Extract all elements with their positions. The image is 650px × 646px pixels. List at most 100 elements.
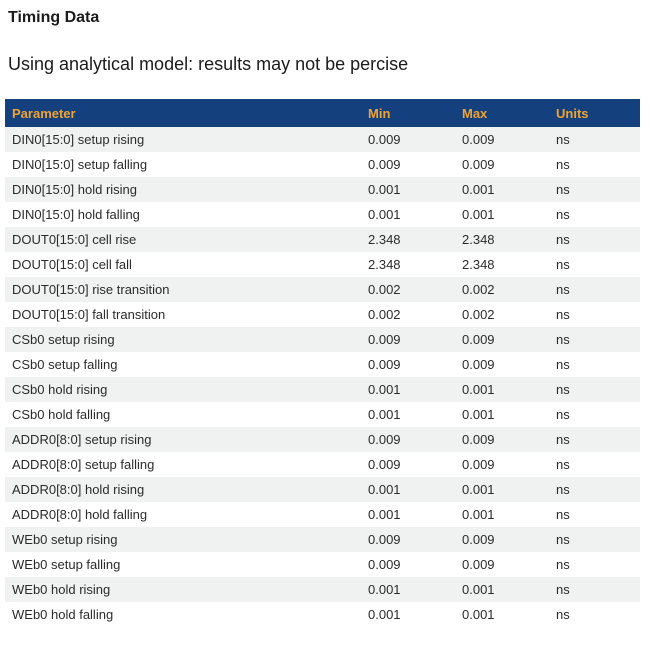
table-row: DOUT0[15:0] rise transition 0.002 0.002 … bbox=[5, 277, 640, 302]
cell-max: 0.001 bbox=[462, 607, 495, 622]
column-header-min: Min bbox=[363, 99, 457, 127]
cell-parameter: WEb0 setup falling bbox=[12, 557, 121, 572]
table-row: ADDR0[8:0] setup falling 0.009 0.009 ns bbox=[5, 452, 640, 477]
cell-units: ns bbox=[556, 182, 570, 197]
cell-min: 0.009 bbox=[368, 132, 401, 147]
cell-units: ns bbox=[556, 407, 570, 422]
cell-parameter: CSb0 setup rising bbox=[12, 332, 115, 347]
table-row: DIN0[15:0] hold falling 0.001 0.001 ns bbox=[5, 202, 640, 227]
cell-parameter: WEb0 hold falling bbox=[12, 607, 114, 622]
table-row: WEb0 setup rising 0.009 0.009 ns bbox=[5, 527, 640, 552]
cell-min: 0.002 bbox=[368, 282, 401, 297]
cell-parameter: DOUT0[15:0] cell rise bbox=[12, 232, 137, 247]
table-row: DOUT0[15:0] fall transition 0.002 0.002 … bbox=[5, 302, 640, 327]
cell-units: ns bbox=[556, 607, 570, 622]
cell-min: 0.001 bbox=[368, 507, 401, 522]
cell-parameter: WEb0 hold rising bbox=[12, 582, 111, 597]
cell-units: ns bbox=[556, 532, 570, 547]
cell-max: 0.002 bbox=[462, 282, 495, 297]
cell-parameter: DIN0[15:0] setup rising bbox=[12, 132, 145, 147]
cell-min: 0.009 bbox=[368, 557, 401, 572]
cell-parameter: DOUT0[15:0] fall transition bbox=[12, 307, 166, 322]
cell-min: 0.009 bbox=[368, 457, 401, 472]
cell-units: ns bbox=[556, 382, 570, 397]
cell-max: 0.001 bbox=[462, 182, 495, 197]
cell-units: ns bbox=[556, 207, 570, 222]
table-row: DIN0[15:0] hold rising 0.001 0.001 ns bbox=[5, 177, 640, 202]
cell-min: 0.001 bbox=[368, 182, 401, 197]
cell-parameter: ADDR0[8:0] hold rising bbox=[12, 482, 145, 497]
page-subtitle: Using analytical model: results may not … bbox=[8, 54, 409, 74]
cell-max: 0.009 bbox=[462, 157, 495, 172]
cell-max: 2.348 bbox=[462, 257, 495, 272]
cell-max: 0.001 bbox=[462, 207, 495, 222]
cell-parameter: DIN0[15:0] hold falling bbox=[12, 207, 140, 222]
table-row: ADDR0[8:0] setup rising 0.009 0.009 ns bbox=[5, 427, 640, 452]
table-row: ADDR0[8:0] hold falling 0.001 0.001 ns bbox=[5, 502, 640, 527]
cell-max: 0.001 bbox=[462, 507, 495, 522]
table-row: CSb0 setup falling 0.009 0.009 ns bbox=[5, 352, 640, 377]
cell-min: 0.001 bbox=[368, 582, 401, 597]
cell-min: 0.009 bbox=[368, 532, 401, 547]
cell-units: ns bbox=[556, 507, 570, 522]
cell-units: ns bbox=[556, 282, 570, 297]
cell-parameter: CSb0 hold rising bbox=[12, 382, 108, 397]
cell-units: ns bbox=[556, 257, 570, 272]
cell-max: 2.348 bbox=[462, 232, 495, 247]
cell-max: 0.009 bbox=[462, 532, 495, 547]
cell-max: 0.009 bbox=[462, 457, 495, 472]
cell-min: 0.001 bbox=[368, 207, 401, 222]
cell-units: ns bbox=[556, 357, 570, 372]
cell-min: 0.002 bbox=[368, 307, 401, 322]
table-body: DIN0[15:0] setup rising 0.009 0.009 ns D… bbox=[5, 127, 640, 627]
cell-units: ns bbox=[556, 582, 570, 597]
timing-data-table: Parameter Min Max Units DIN0[15:0] setup… bbox=[5, 99, 640, 627]
cell-parameter: CSb0 setup falling bbox=[12, 357, 118, 372]
cell-min: 2.348 bbox=[368, 257, 401, 272]
cell-parameter: DOUT0[15:0] cell fall bbox=[12, 257, 132, 272]
cell-min: 0.001 bbox=[368, 407, 401, 422]
cell-max: 0.009 bbox=[462, 557, 495, 572]
cell-max: 0.001 bbox=[462, 482, 495, 497]
cell-units: ns bbox=[556, 332, 570, 347]
page-title: Timing Data bbox=[8, 9, 100, 26]
cell-min: 0.001 bbox=[368, 607, 401, 622]
table-row: WEb0 hold rising 0.001 0.001 ns bbox=[5, 577, 640, 602]
column-header-max: Max bbox=[457, 99, 551, 127]
cell-max: 0.009 bbox=[462, 132, 495, 147]
cell-parameter: DOUT0[15:0] rise transition bbox=[12, 282, 170, 297]
table-row: DOUT0[15:0] cell rise 2.348 2.348 ns bbox=[5, 227, 640, 252]
cell-max: 0.009 bbox=[462, 357, 495, 372]
cell-max: 0.001 bbox=[462, 582, 495, 597]
cell-units: ns bbox=[556, 132, 570, 147]
cell-max: 0.001 bbox=[462, 407, 495, 422]
cell-units: ns bbox=[556, 157, 570, 172]
cell-units: ns bbox=[556, 232, 570, 247]
cell-min: 0.009 bbox=[368, 432, 401, 447]
cell-max: 0.001 bbox=[462, 382, 495, 397]
table-header: Parameter Min Max Units bbox=[5, 99, 640, 127]
table-row: CSb0 setup rising 0.009 0.009 ns bbox=[5, 327, 640, 352]
cell-max: 0.009 bbox=[462, 332, 495, 347]
cell-parameter: DIN0[15:0] setup falling bbox=[12, 157, 148, 172]
table-header-row: Parameter Min Max Units bbox=[5, 99, 640, 127]
column-header-units: Units bbox=[551, 99, 640, 127]
table-row: DIN0[15:0] setup falling 0.009 0.009 ns bbox=[5, 152, 640, 177]
table-row: DIN0[15:0] setup rising 0.009 0.009 ns bbox=[5, 127, 640, 152]
cell-parameter: ADDR0[8:0] setup falling bbox=[12, 457, 155, 472]
table-row: DOUT0[15:0] cell fall 2.348 2.348 ns bbox=[5, 252, 640, 277]
cell-units: ns bbox=[556, 457, 570, 472]
table-row: ADDR0[8:0] hold rising 0.001 0.001 ns bbox=[5, 477, 640, 502]
column-header-parameter: Parameter bbox=[5, 99, 363, 127]
cell-units: ns bbox=[556, 432, 570, 447]
table-row: CSb0 hold falling 0.001 0.001 ns bbox=[5, 402, 640, 427]
cell-parameter: CSb0 hold falling bbox=[12, 407, 111, 422]
cell-max: 0.009 bbox=[462, 432, 495, 447]
cell-units: ns bbox=[556, 557, 570, 572]
table-row: CSb0 hold rising 0.001 0.001 ns bbox=[5, 377, 640, 402]
cell-parameter: DIN0[15:0] hold rising bbox=[12, 182, 138, 197]
cell-units: ns bbox=[556, 482, 570, 497]
cell-parameter: ADDR0[8:0] setup rising bbox=[12, 432, 152, 447]
cell-min: 0.009 bbox=[368, 332, 401, 347]
